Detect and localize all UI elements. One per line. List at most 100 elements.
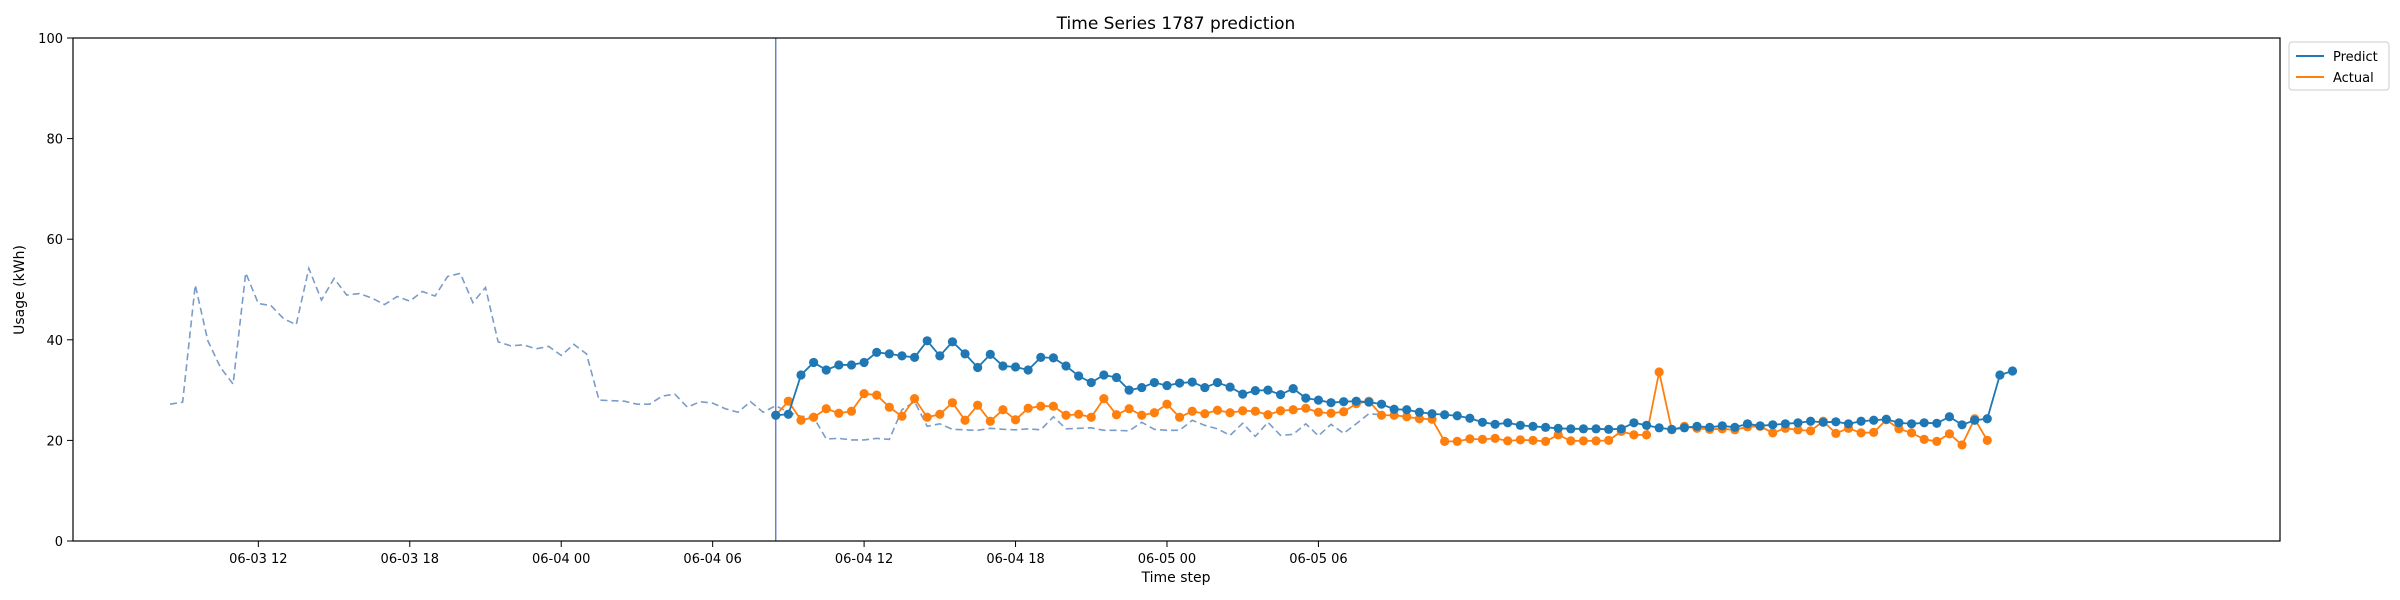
actual-point [1932,436,1942,447]
predict-point [1755,421,1765,431]
predict-point [1440,410,1450,420]
predict-point [1768,420,1778,430]
predict-point [1818,417,1828,427]
actual-point [1238,406,1248,416]
chart-title: Time Series 1787 prediction [1056,14,1296,34]
actual-point [1175,412,1185,422]
actual-point [1263,410,1273,420]
predict-point [1313,395,1324,405]
predict-point [1275,390,1286,400]
predict-point [1149,377,1159,388]
predict-point [897,351,907,361]
actual-point [1376,410,1387,420]
predict-point [1111,372,1122,383]
actual-point [1036,401,1046,411]
predict-point [1010,362,1021,372]
predict-point [1490,419,1500,429]
predict-point [1566,424,1576,434]
actual-point [1023,403,1033,413]
predict-point [2007,366,2018,376]
y-tick-label: 80 [46,133,63,148]
actual-point [1212,405,1223,415]
predict-point [1856,416,1866,426]
predict-point [922,336,932,346]
actual-point [846,406,857,416]
predict-point [1124,385,1134,395]
predict-point [1717,421,1727,431]
predict-point [846,360,857,370]
x-axis-label: Time step [1141,570,1211,586]
legend: Predict Actual [2288,41,2390,91]
actual-point [1566,436,1576,446]
predict-point [1048,353,1058,363]
predict-point [1263,385,1273,395]
actual-point [973,400,983,410]
actual-point [1124,404,1134,414]
predict-point [1654,423,1664,433]
x-tick-label: 06-05 06 [1289,552,1347,567]
actual-point [1528,435,1538,445]
y-tick-label: 0 [55,535,63,550]
predict-point [771,410,781,420]
predict-point [1162,380,1172,391]
predict-point [1578,424,1589,434]
predict-point [1477,417,1488,427]
predict-point [1351,396,1361,406]
actual-point [1856,428,1866,438]
actual-point [796,415,806,425]
predict-point [1376,399,1387,409]
actual-point [1982,435,1992,445]
predict-point [859,357,869,368]
actual-point [1275,406,1286,416]
predict-point [947,337,958,347]
actual-point [1869,427,1879,437]
predict-point [973,362,983,373]
predict-point [1175,378,1185,388]
actual-point [1906,428,1917,438]
actual-point [897,411,907,421]
predict-point [1730,422,1740,432]
actual-point [1414,414,1424,424]
predict-point [1023,365,1033,375]
actual-point [1440,436,1450,447]
predict-point [1591,424,1601,434]
x-tick-label: 06-04 06 [683,552,741,567]
actual-point [1957,440,1967,450]
predict-point [1528,421,1538,431]
predict-point [1288,383,1298,394]
actual-point [1654,367,1664,377]
predict-point [1326,398,1336,408]
actual-point [1301,403,1311,413]
series-layer [771,336,2018,450]
predict-point [1944,412,1955,422]
actual-point [1048,401,1058,411]
predict-point [1250,386,1260,396]
predict-point [1036,352,1046,363]
axes-layer: 0 20 40 60 80 100 06-03 12 06-03 18 06-04 00 06-0… [38,32,1347,567]
actual-point [859,389,869,399]
actual-point [1061,410,1071,420]
predict-point [1503,418,1513,428]
predict-point [1364,397,1374,407]
actual-point [1149,408,1159,418]
predict-point [1427,409,1437,419]
actual-point [1503,436,1513,446]
actual-point [872,390,882,400]
predict-point [1629,418,1639,428]
actual-point [783,396,793,406]
predict-point [1780,419,1790,429]
actual-point [1806,426,1816,436]
y-tick-label: 20 [46,434,63,449]
predict-point [998,361,1008,371]
actual-point [1919,434,1929,444]
plot-area [73,38,2280,541]
predict-point [1200,382,1210,393]
predict-point [884,349,894,359]
actual-point [1465,434,1475,444]
x-tick-label: 06-05 00 [1138,552,1196,567]
x-tick-label: 06-04 18 [986,552,1044,567]
x-tick-label: 06-04 12 [835,552,893,567]
predict-point [1212,377,1223,388]
actual-point [1768,428,1778,438]
